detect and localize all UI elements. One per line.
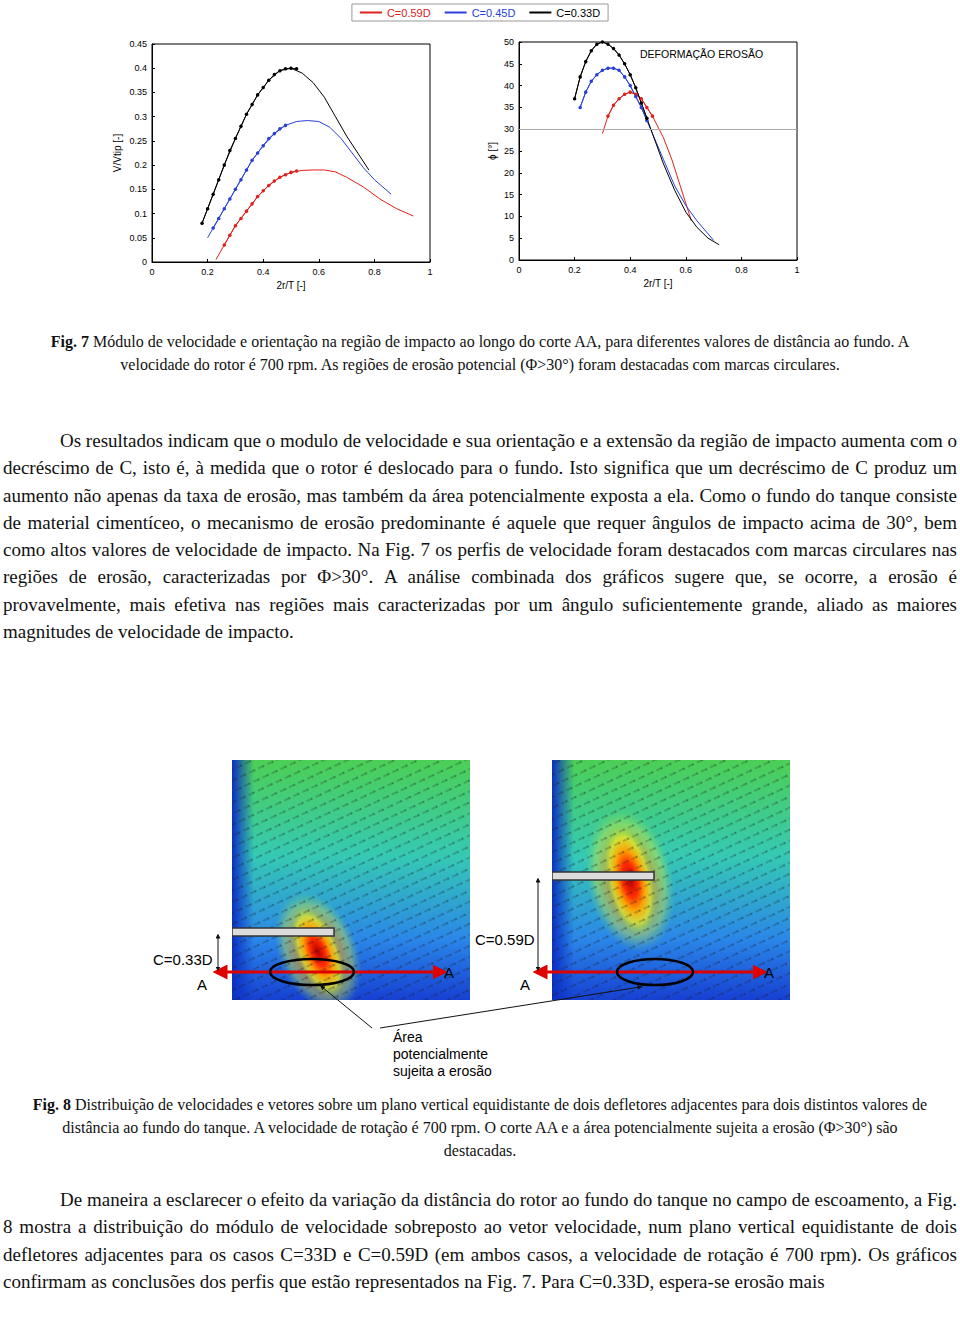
svg-text:A: A bbox=[197, 976, 207, 993]
svg-text:0.4: 0.4 bbox=[134, 63, 147, 73]
svg-text:0.3: 0.3 bbox=[134, 112, 147, 122]
svg-text:V/Vtip [-]: V/Vtip [-] bbox=[112, 134, 123, 173]
svg-text:ϕ [°]: ϕ [°] bbox=[487, 142, 498, 160]
svg-text:0.4: 0.4 bbox=[624, 265, 637, 275]
svg-text:C=0.45D: C=0.45D bbox=[472, 7, 516, 19]
svg-text:0.15: 0.15 bbox=[129, 184, 147, 194]
svg-text:40: 40 bbox=[504, 81, 514, 91]
svg-text:0.05: 0.05 bbox=[129, 233, 147, 243]
svg-text:0: 0 bbox=[509, 255, 514, 265]
svg-text:1: 1 bbox=[427, 267, 432, 277]
svg-text:2r/T [-]: 2r/T [-] bbox=[276, 280, 305, 291]
svg-text:10: 10 bbox=[504, 211, 514, 221]
svg-text:0.2: 0.2 bbox=[201, 267, 214, 277]
svg-text:C=0.33D: C=0.33D bbox=[153, 951, 213, 968]
svg-text:50: 50 bbox=[504, 37, 514, 47]
svg-text:A: A bbox=[520, 976, 530, 993]
svg-text:A: A bbox=[764, 964, 774, 981]
svg-text:0.8: 0.8 bbox=[735, 265, 748, 275]
html-text:De maneira a esclarecer o efei: De maneira a esclarecer o efeito da vari… bbox=[3, 1189, 957, 1292]
svg-text:0.8: 0.8 bbox=[368, 267, 381, 277]
svg-text:A: A bbox=[444, 964, 454, 981]
svg-text:potencialmente: potencialmente bbox=[393, 1046, 488, 1062]
svg-text:0.45: 0.45 bbox=[129, 39, 147, 49]
svg-text:C=0.59D: C=0.59D bbox=[387, 7, 431, 19]
svg-text:20: 20 bbox=[504, 168, 514, 178]
svg-text:Área: Área bbox=[393, 1029, 423, 1045]
svg-text:15: 15 bbox=[504, 190, 514, 200]
html-text:Fig. 8 Distribuição de velocid: Fig. 8 Distribuição de velocidades e vet… bbox=[32, 1096, 928, 1159]
svg-text:0: 0 bbox=[142, 257, 147, 267]
svg-text:30: 30 bbox=[504, 124, 514, 134]
svg-text:0: 0 bbox=[149, 267, 154, 277]
svg-text:45: 45 bbox=[504, 59, 514, 69]
svg-text:0.4: 0.4 bbox=[257, 267, 270, 277]
svg-text:DEFORMAÇÃO EROSÃO: DEFORMAÇÃO EROSÃO bbox=[640, 48, 763, 60]
svg-text:0.6: 0.6 bbox=[313, 267, 326, 277]
svg-text:0.2: 0.2 bbox=[568, 265, 581, 275]
svg-text:0.35: 0.35 bbox=[129, 87, 147, 97]
svg-text:0.6: 0.6 bbox=[680, 265, 693, 275]
svg-text:35: 35 bbox=[504, 102, 514, 112]
svg-text:C=0.33D: C=0.33D bbox=[556, 7, 600, 19]
svg-text:C=0.59D: C=0.59D bbox=[475, 931, 535, 948]
html-text:Os resultados indicam que o mo: Os resultados indicam que o modulo de ve… bbox=[3, 430, 957, 643]
svg-text:2r/T [-]: 2r/T [-] bbox=[643, 278, 672, 289]
svg-text:0.2: 0.2 bbox=[134, 160, 147, 170]
svg-text:0: 0 bbox=[516, 265, 521, 275]
svg-text:25: 25 bbox=[504, 146, 514, 156]
svg-text:sujeita a erosão: sujeita a erosão bbox=[393, 1063, 492, 1079]
svg-text:0.25: 0.25 bbox=[129, 136, 147, 146]
svg-text:1: 1 bbox=[794, 265, 799, 275]
svg-text:5: 5 bbox=[509, 233, 514, 243]
html-text:Fig. 7 Módulo de velocidade e: Fig. 7 Módulo de velocidade e orientação… bbox=[50, 333, 910, 373]
svg-text:0.1: 0.1 bbox=[134, 209, 147, 219]
